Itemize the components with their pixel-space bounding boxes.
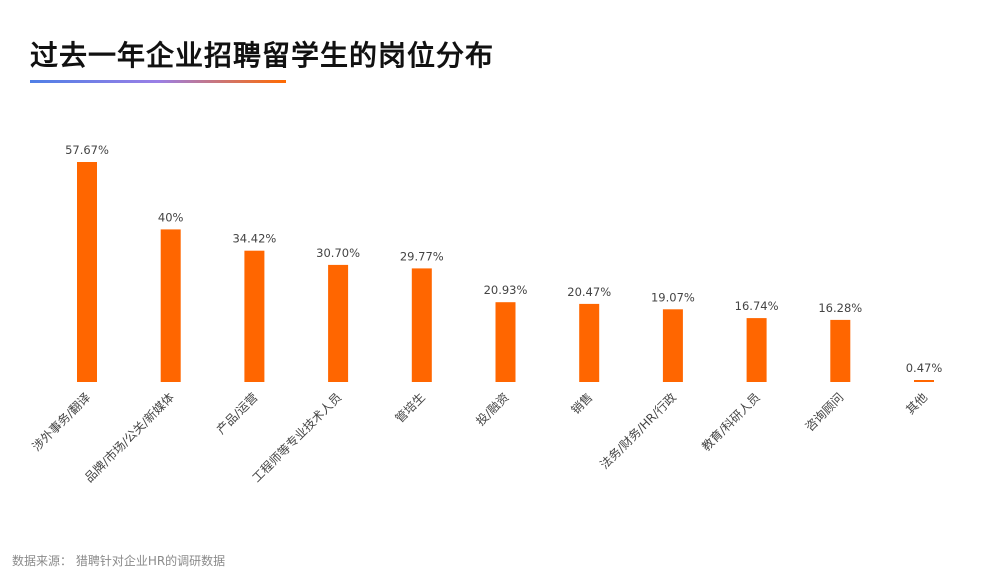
data-label: 40% <box>158 210 184 224</box>
bar <box>914 380 934 382</box>
bar <box>328 264 349 382</box>
category-label: 产品/运营 <box>214 390 261 437</box>
bar <box>77 162 97 382</box>
bar <box>160 229 181 382</box>
data-label: 34.42% <box>232 232 276 246</box>
title-underline <box>30 80 286 83</box>
category-label: 其他 <box>903 390 930 417</box>
bar <box>662 309 683 382</box>
data-label: 0.47% <box>906 361 943 375</box>
bar <box>244 250 265 382</box>
bar-chart: 57.67% 涉外事务/翻译 40% 品牌/市场/公关/新媒体 34.42% 产品/运营 3… <box>29 143 943 486</box>
data-label: 30.70% <box>316 246 360 260</box>
category-label: 销售 <box>568 390 596 418</box>
data-label: 19.07% <box>651 290 695 304</box>
category-label: 投/融资 <box>473 390 512 429</box>
bar <box>495 302 516 382</box>
data-label: 20.47% <box>567 285 611 299</box>
data-label: 20.93% <box>484 283 528 297</box>
data-label: 29.77% <box>400 249 444 263</box>
bar <box>411 268 432 382</box>
data-label: 16.28% <box>818 301 862 315</box>
category-label: 教育/科研人员 <box>698 390 762 454</box>
category-label: 法务/财务/HR/行政 <box>597 390 679 472</box>
page-title: 过去一年企业招聘留学生的岗位分布 <box>30 39 495 72</box>
category-label: 品牌/市场/公关/新媒体 <box>81 390 177 486</box>
category-label: 涉外事务/翻译 <box>29 390 93 454</box>
bar <box>830 319 851 382</box>
data-label: 57.67% <box>65 143 109 157</box>
data-source-note: 数据来源： 猎聘针对企业HR的调研数据 <box>12 554 226 568</box>
category-label: 咨询顾问 <box>802 390 847 435</box>
bar <box>579 303 600 382</box>
data-label: 16.74% <box>735 299 779 313</box>
category-label: 管培生 <box>392 390 428 426</box>
category-label: 工程师等专业技术人员 <box>249 390 344 485</box>
bar <box>746 318 767 382</box>
